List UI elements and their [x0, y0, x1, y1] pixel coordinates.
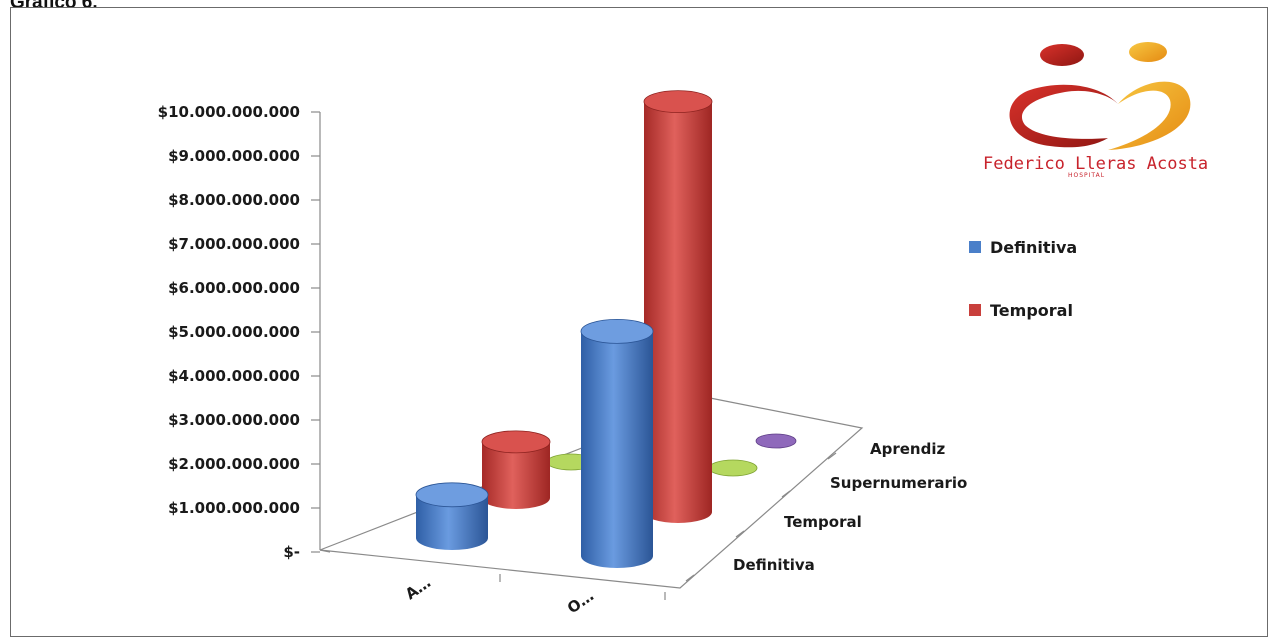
logo-red-head-icon	[1040, 44, 1084, 66]
bar-aprendiz-2	[755, 433, 797, 449]
legend: Definitiva Temporal	[969, 238, 1077, 320]
bar-temporal-1	[481, 430, 551, 509]
x-axis-ticks: A… O…	[402, 573, 666, 618]
depth-axis-ticks: Definitiva Temporal Supernumerario Aprendiz	[685, 440, 967, 582]
y-axis-ticks: $10.000.000.000 $9.000.000.000 $8.000.000.…	[158, 103, 320, 561]
logo-name: Federico Lleras Acosta	[983, 154, 1208, 174]
y-tick-label: $6.000.000.000	[168, 279, 300, 297]
bar-body	[644, 101, 712, 523]
hospital-logo: Federico Lleras Acosta HOSPITAL	[983, 42, 1208, 179]
depth-tick-label-aprendiz: Aprendiz	[870, 440, 945, 458]
y-tick-label: $5.000.000.000	[168, 323, 300, 341]
y-tick-label: $9.000.000.000	[168, 147, 300, 165]
depth-tick-mark	[781, 490, 791, 498]
y-tick-label: $2.000.000.000	[168, 455, 300, 473]
bar-top	[481, 430, 551, 454]
y-tick-label: $1.000.000.000	[168, 499, 300, 517]
logo-gold-arm-icon	[1108, 81, 1191, 150]
chart-canvas: $10.000.000.000 $9.000.000.000 $8.000.000.…	[158, 42, 1208, 618]
y-tick-label: $3.000.000.000	[168, 411, 300, 429]
bar-body	[416, 494, 488, 550]
bar-supernumerario-2	[708, 459, 758, 477]
depth-tick-mark	[735, 530, 745, 538]
y-tick-label: $4.000.000.000	[168, 367, 300, 385]
legend-label-definitiva: Definitiva	[990, 238, 1077, 257]
logo-gold-head-icon	[1129, 42, 1167, 62]
y-tick-label: $7.000.000.000	[168, 235, 300, 253]
bar-top	[415, 482, 489, 508]
bar-top	[708, 459, 758, 477]
bar-body	[482, 441, 550, 509]
y-tick-label: $-	[283, 543, 300, 561]
legend-swatch-definitiva	[969, 241, 981, 253]
y-tick-label: $10.000.000.000	[158, 103, 300, 121]
floor-outline	[319, 397, 864, 589]
x-tick-label: A…	[402, 573, 434, 603]
y-tick-label: $8.000.000.000	[168, 191, 300, 209]
legend-label-temporal: Temporal	[990, 301, 1073, 320]
depth-tick-mark	[827, 452, 837, 460]
bar-top	[643, 90, 713, 113]
bar-top	[755, 433, 797, 449]
depth-tick-mark	[685, 574, 695, 582]
depth-tick-label-definitiva: Definitiva	[733, 556, 815, 574]
depth-tick-label-temporal: Temporal	[784, 513, 862, 531]
bar-body	[581, 331, 653, 568]
chart-bars	[415, 90, 797, 568]
x-tick-label: O…	[564, 587, 597, 618]
logo-red-arm-icon	[1009, 84, 1118, 148]
logo-subtitle: HOSPITAL	[1068, 172, 1105, 179]
legend-swatch-temporal	[969, 304, 981, 316]
bar-top	[580, 318, 654, 344]
depth-tick-label-supernumerario: Supernumerario	[830, 474, 967, 492]
bar-definitiva-2	[580, 318, 654, 568]
bar-temporal-2	[643, 90, 713, 523]
bar-definitiva-1	[415, 482, 489, 550]
